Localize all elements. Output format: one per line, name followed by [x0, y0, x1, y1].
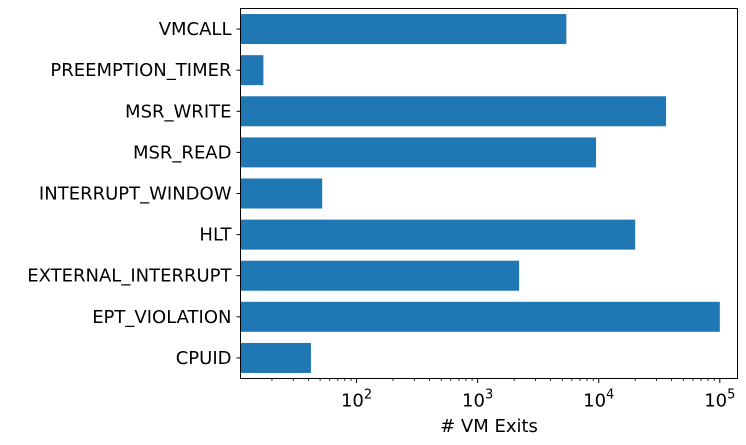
bars-group: [240, 14, 720, 373]
y-tick-label: CPUID: [176, 348, 232, 369]
x-tick-label: 102: [341, 388, 372, 412]
bar-external-interrupt: [240, 260, 520, 291]
x-tick-label: 103: [462, 388, 493, 412]
bar-preemption-timer: [240, 55, 264, 86]
bar-cpuid: [240, 342, 311, 373]
y-tick-label: HLT: [199, 225, 232, 246]
bar-msr-write: [240, 96, 667, 127]
y-tick-label: MSR_WRITE: [125, 101, 231, 122]
x-tick-label: 105: [704, 388, 735, 412]
bar-ept-violation: [240, 301, 720, 332]
bar-interrupt-window: [240, 178, 323, 209]
y-tick-label: MSR_READ: [133, 142, 232, 163]
y-tick-label: VMCALL: [159, 19, 232, 40]
bar-vmcall: [240, 14, 567, 45]
y-tick-label: INTERRUPT_WINDOW: [39, 184, 232, 205]
y-tick-label: PREEMPTION_TIMER: [50, 60, 231, 81]
x-tick-label: 104: [583, 388, 614, 412]
bar-msr-read: [240, 137, 597, 168]
x-axis-ticks: 102 103 104 105: [271, 378, 735, 412]
y-axis-ticks: CPUID EPT_VIOLATION EXTERNAL_INTERRUPT HLT I…: [27, 19, 241, 369]
bar-hlt: [240, 219, 636, 250]
plot-frame: [240, 8, 738, 379]
y-tick-label: EPT_VIOLATION: [92, 307, 231, 328]
y-tick-label: EXTERNAL_INTERRUPT: [27, 266, 232, 287]
x-axis-label: # VM Exits: [440, 416, 538, 437]
